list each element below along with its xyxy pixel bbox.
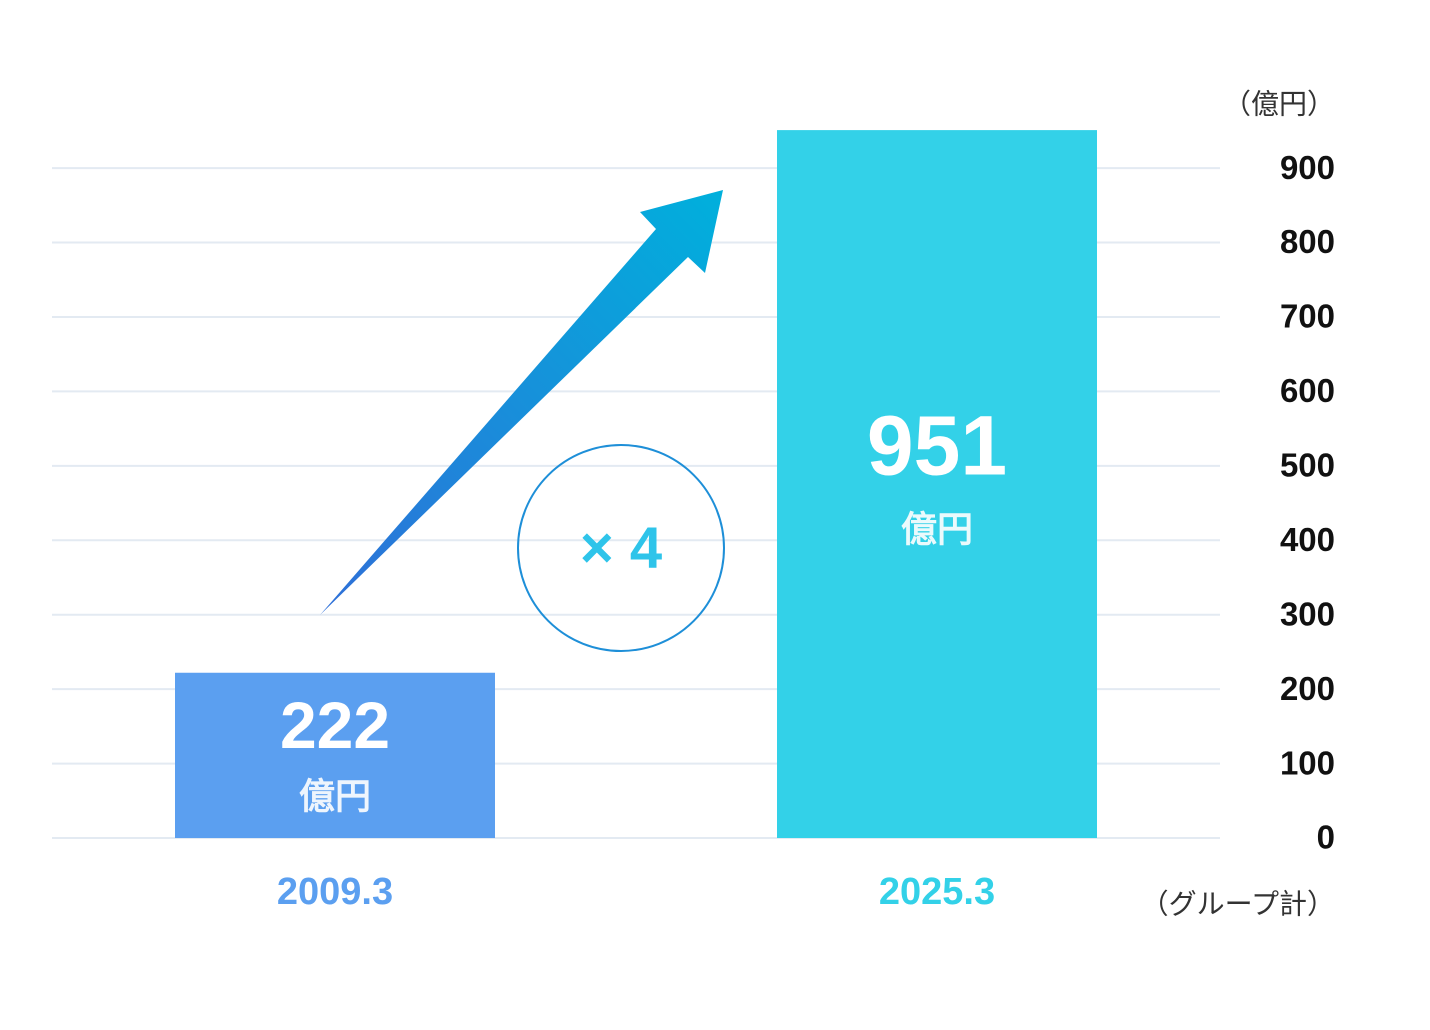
- value-label: 222: [280, 688, 390, 762]
- y-tick-label: 400: [1280, 521, 1335, 558]
- y-tick-label: 600: [1280, 372, 1335, 409]
- bar: [175, 672, 495, 838]
- y-tick-label: 700: [1280, 298, 1335, 335]
- y-tick-label: 0: [1317, 819, 1335, 856]
- growth-arrow: [320, 190, 723, 615]
- value-label: 951: [867, 398, 1007, 492]
- bars: [175, 130, 1097, 839]
- bar: [777, 130, 1097, 839]
- y-tick-label: 200: [1280, 670, 1335, 707]
- value-unit: 億円: [299, 775, 371, 816]
- y-tick-label: 300: [1280, 595, 1335, 632]
- x-tick-label: 2025.3: [879, 871, 995, 913]
- value-unit: 億円: [901, 509, 973, 550]
- y-tick-label: 900: [1280, 149, 1335, 186]
- ratio-annotation: × 4: [580, 515, 662, 580]
- y-axis-unit: （億円）: [1223, 88, 1335, 119]
- y-tick-label: 800: [1280, 223, 1335, 260]
- footnote: （グループ計）: [1141, 888, 1335, 919]
- y-tick-label: 100: [1280, 744, 1335, 781]
- y-tick-label: 500: [1280, 447, 1335, 484]
- ratio-circle: [517, 444, 725, 652]
- x-tick-label: 2009.3: [277, 871, 393, 913]
